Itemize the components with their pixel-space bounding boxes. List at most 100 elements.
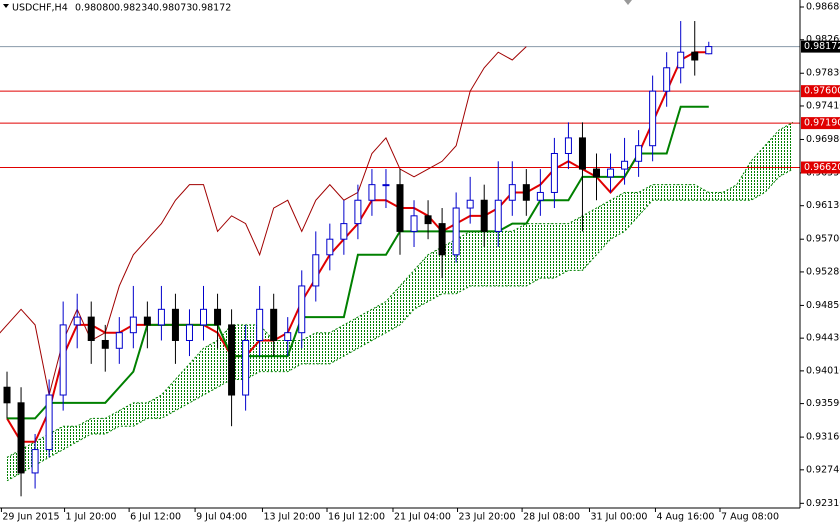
y-tick-label: 0.92310 bbox=[806, 498, 840, 509]
cloud-span bbox=[6, 121, 794, 458]
candle-body bbox=[185, 324, 193, 341]
price-level-label: 0.97190 bbox=[804, 118, 840, 129]
candle-body bbox=[452, 207, 460, 256]
x-tick-label: 9 Jul 04:00 bbox=[196, 512, 247, 523]
candle-body bbox=[326, 238, 334, 256]
candle-body bbox=[410, 215, 418, 232]
price-level-label: 0.98172 bbox=[804, 41, 840, 52]
x-tick-label: 31 Jul 00:00 bbox=[590, 512, 647, 523]
candle-body bbox=[649, 90, 657, 147]
shift-marker bbox=[624, 0, 632, 5]
x-tick-label: 6 Jul 12:00 bbox=[130, 512, 181, 523]
candle-body bbox=[270, 308, 278, 341]
candle-body bbox=[354, 199, 362, 225]
candle-body bbox=[101, 339, 109, 349]
header-price: 0.98234 bbox=[114, 3, 153, 14]
candle-body bbox=[115, 332, 123, 349]
candle-body bbox=[59, 324, 67, 396]
cloud-span bbox=[6, 168, 794, 482]
candle-body bbox=[663, 67, 671, 92]
indicator-line bbox=[7, 105, 709, 420]
header-price: 0.98080 bbox=[75, 3, 114, 14]
candle-body bbox=[480, 199, 488, 232]
candle-body bbox=[242, 339, 250, 396]
candle-body bbox=[677, 51, 685, 69]
price-level-label: 0.97600 bbox=[804, 86, 840, 97]
x-tick-label: 7 Aug 08:00 bbox=[721, 512, 779, 523]
candle-body bbox=[396, 184, 404, 232]
x-tick-label: 16 Jul 12:00 bbox=[328, 512, 385, 523]
candle-body bbox=[382, 184, 390, 187]
price-level-box bbox=[801, 85, 840, 98]
candle-body bbox=[424, 215, 432, 225]
price-level-box bbox=[801, 161, 840, 174]
candle-body bbox=[73, 316, 81, 326]
header-arrow bbox=[3, 4, 9, 8]
cloud-fill bbox=[7, 122, 793, 481]
chikou-span bbox=[0, 46, 527, 396]
price-level-box bbox=[801, 40, 840, 53]
header-price: 0.98172 bbox=[192, 3, 231, 14]
candle-body bbox=[522, 184, 530, 201]
symbol: USDCHF,H4 bbox=[12, 3, 68, 14]
candle-body bbox=[87, 316, 95, 341]
candle-body bbox=[368, 184, 376, 201]
candle-body bbox=[536, 191, 544, 201]
x-tick-label: 4 Aug 16:00 bbox=[656, 512, 714, 523]
x-tick-label: 13 Jul 20:00 bbox=[263, 512, 320, 523]
candle-body bbox=[578, 137, 586, 170]
candle-body bbox=[564, 137, 572, 154]
candle-body bbox=[298, 285, 306, 334]
candle-body bbox=[691, 51, 699, 61]
candle-body bbox=[635, 145, 643, 162]
candle-body bbox=[607, 168, 615, 178]
candle-body bbox=[31, 449, 39, 474]
candle-body bbox=[438, 223, 446, 256]
x-tick-label: 21 Jul 04:00 bbox=[394, 512, 451, 523]
x-tick-label: 29 Jun 2015 bbox=[2, 512, 59, 523]
x-tick-label: 28 Jul 08:00 bbox=[523, 512, 580, 523]
candle-body bbox=[143, 316, 151, 326]
candle-body bbox=[312, 254, 320, 287]
x-tick-label: 23 Jul 20:00 bbox=[459, 512, 516, 523]
candle-body bbox=[214, 308, 222, 326]
candle-body bbox=[592, 168, 600, 178]
candle-body bbox=[157, 308, 165, 326]
candle-body bbox=[705, 46, 713, 55]
price-level-label: 0.96620 bbox=[804, 162, 840, 173]
candle-body bbox=[45, 394, 53, 451]
price-level-box bbox=[801, 117, 840, 130]
candle-body bbox=[3, 386, 11, 404]
candle-body bbox=[508, 184, 516, 201]
header-price: 0.98073 bbox=[153, 3, 192, 14]
candle-body bbox=[494, 199, 502, 232]
candle-body bbox=[340, 223, 348, 240]
candle-body bbox=[171, 308, 179, 341]
candle-body bbox=[17, 402, 25, 474]
candle-body bbox=[621, 160, 629, 170]
candle-body bbox=[129, 316, 137, 334]
candle-body bbox=[256, 308, 264, 341]
candle-body bbox=[466, 199, 474, 209]
candle-body bbox=[550, 152, 558, 193]
candle-body bbox=[228, 324, 236, 396]
candle-body bbox=[284, 332, 292, 341]
x-tick-label: 1 Jul 20:00 bbox=[66, 512, 117, 523]
candle-body bbox=[200, 308, 208, 326]
